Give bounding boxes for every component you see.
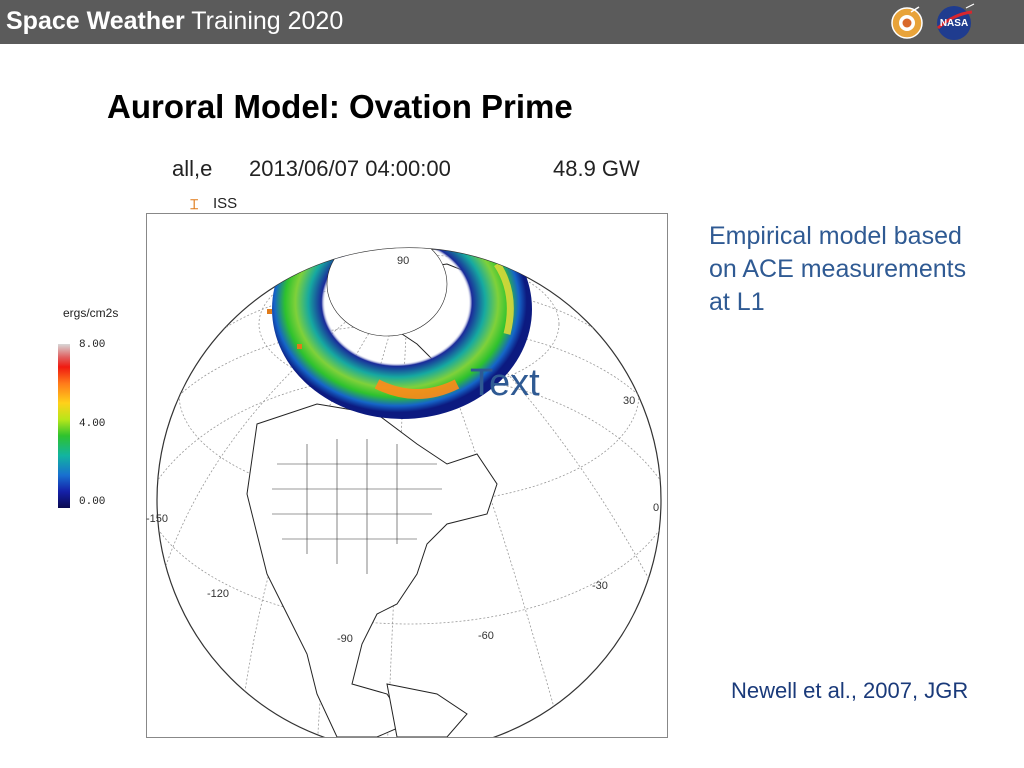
figure-mode-label: all,e	[172, 156, 213, 181]
iss-legend-label: ISS	[213, 195, 238, 212]
colorbar-tick-max: 8.00	[79, 339, 106, 351]
lat-90-label: 90	[397, 255, 410, 267]
ccmc-logo-icon	[891, 6, 923, 39]
colorbar-tick-mid: 4.00	[79, 418, 106, 430]
globe-map	[156, 247, 662, 737]
reference-citation: Newell et al., 2007, JGR	[731, 678, 969, 703]
lon-minus60-label: -60	[478, 630, 494, 642]
lon-minus90-label: -90	[337, 633, 353, 645]
top-bar: Space Weather Training 2020 NASA	[0, 0, 1024, 44]
iss-marker-icon: ⌶	[190, 196, 199, 212]
figure-timestamp: 2013/06/07 04:00:00	[249, 156, 451, 181]
lon-minus120-label: -120	[207, 588, 230, 600]
lon-minus30-label: -30	[592, 580, 608, 592]
title-bold: Space Weather	[6, 7, 185, 35]
colorbar-title: ergs/cm2s	[63, 306, 119, 320]
overlay-text: Text	[470, 362, 540, 404]
slide-title: Auroral Model: Ovation Prime	[107, 88, 573, 125]
nasa-logo-icon: NASA	[937, 3, 975, 40]
figure-power: 48.9 GW	[553, 156, 640, 181]
title-rest: Training 2020	[184, 7, 344, 35]
colorbar-tick-min: 0.00	[79, 496, 106, 508]
iss-track	[267, 309, 302, 349]
lon-minus150-label: -150	[146, 513, 169, 525]
model-description: Empirical model based on ACE measurement…	[709, 222, 967, 316]
lon-0-label: 0	[653, 502, 660, 514]
presentation-title: Space Weather Training 2020	[6, 7, 343, 36]
state-borders	[272, 439, 442, 574]
lon-30-label: 30	[623, 395, 636, 407]
auroral-globe-figure	[146, 213, 668, 738]
svg-text:NASA: NASA	[940, 18, 968, 29]
colorbar	[58, 344, 70, 508]
